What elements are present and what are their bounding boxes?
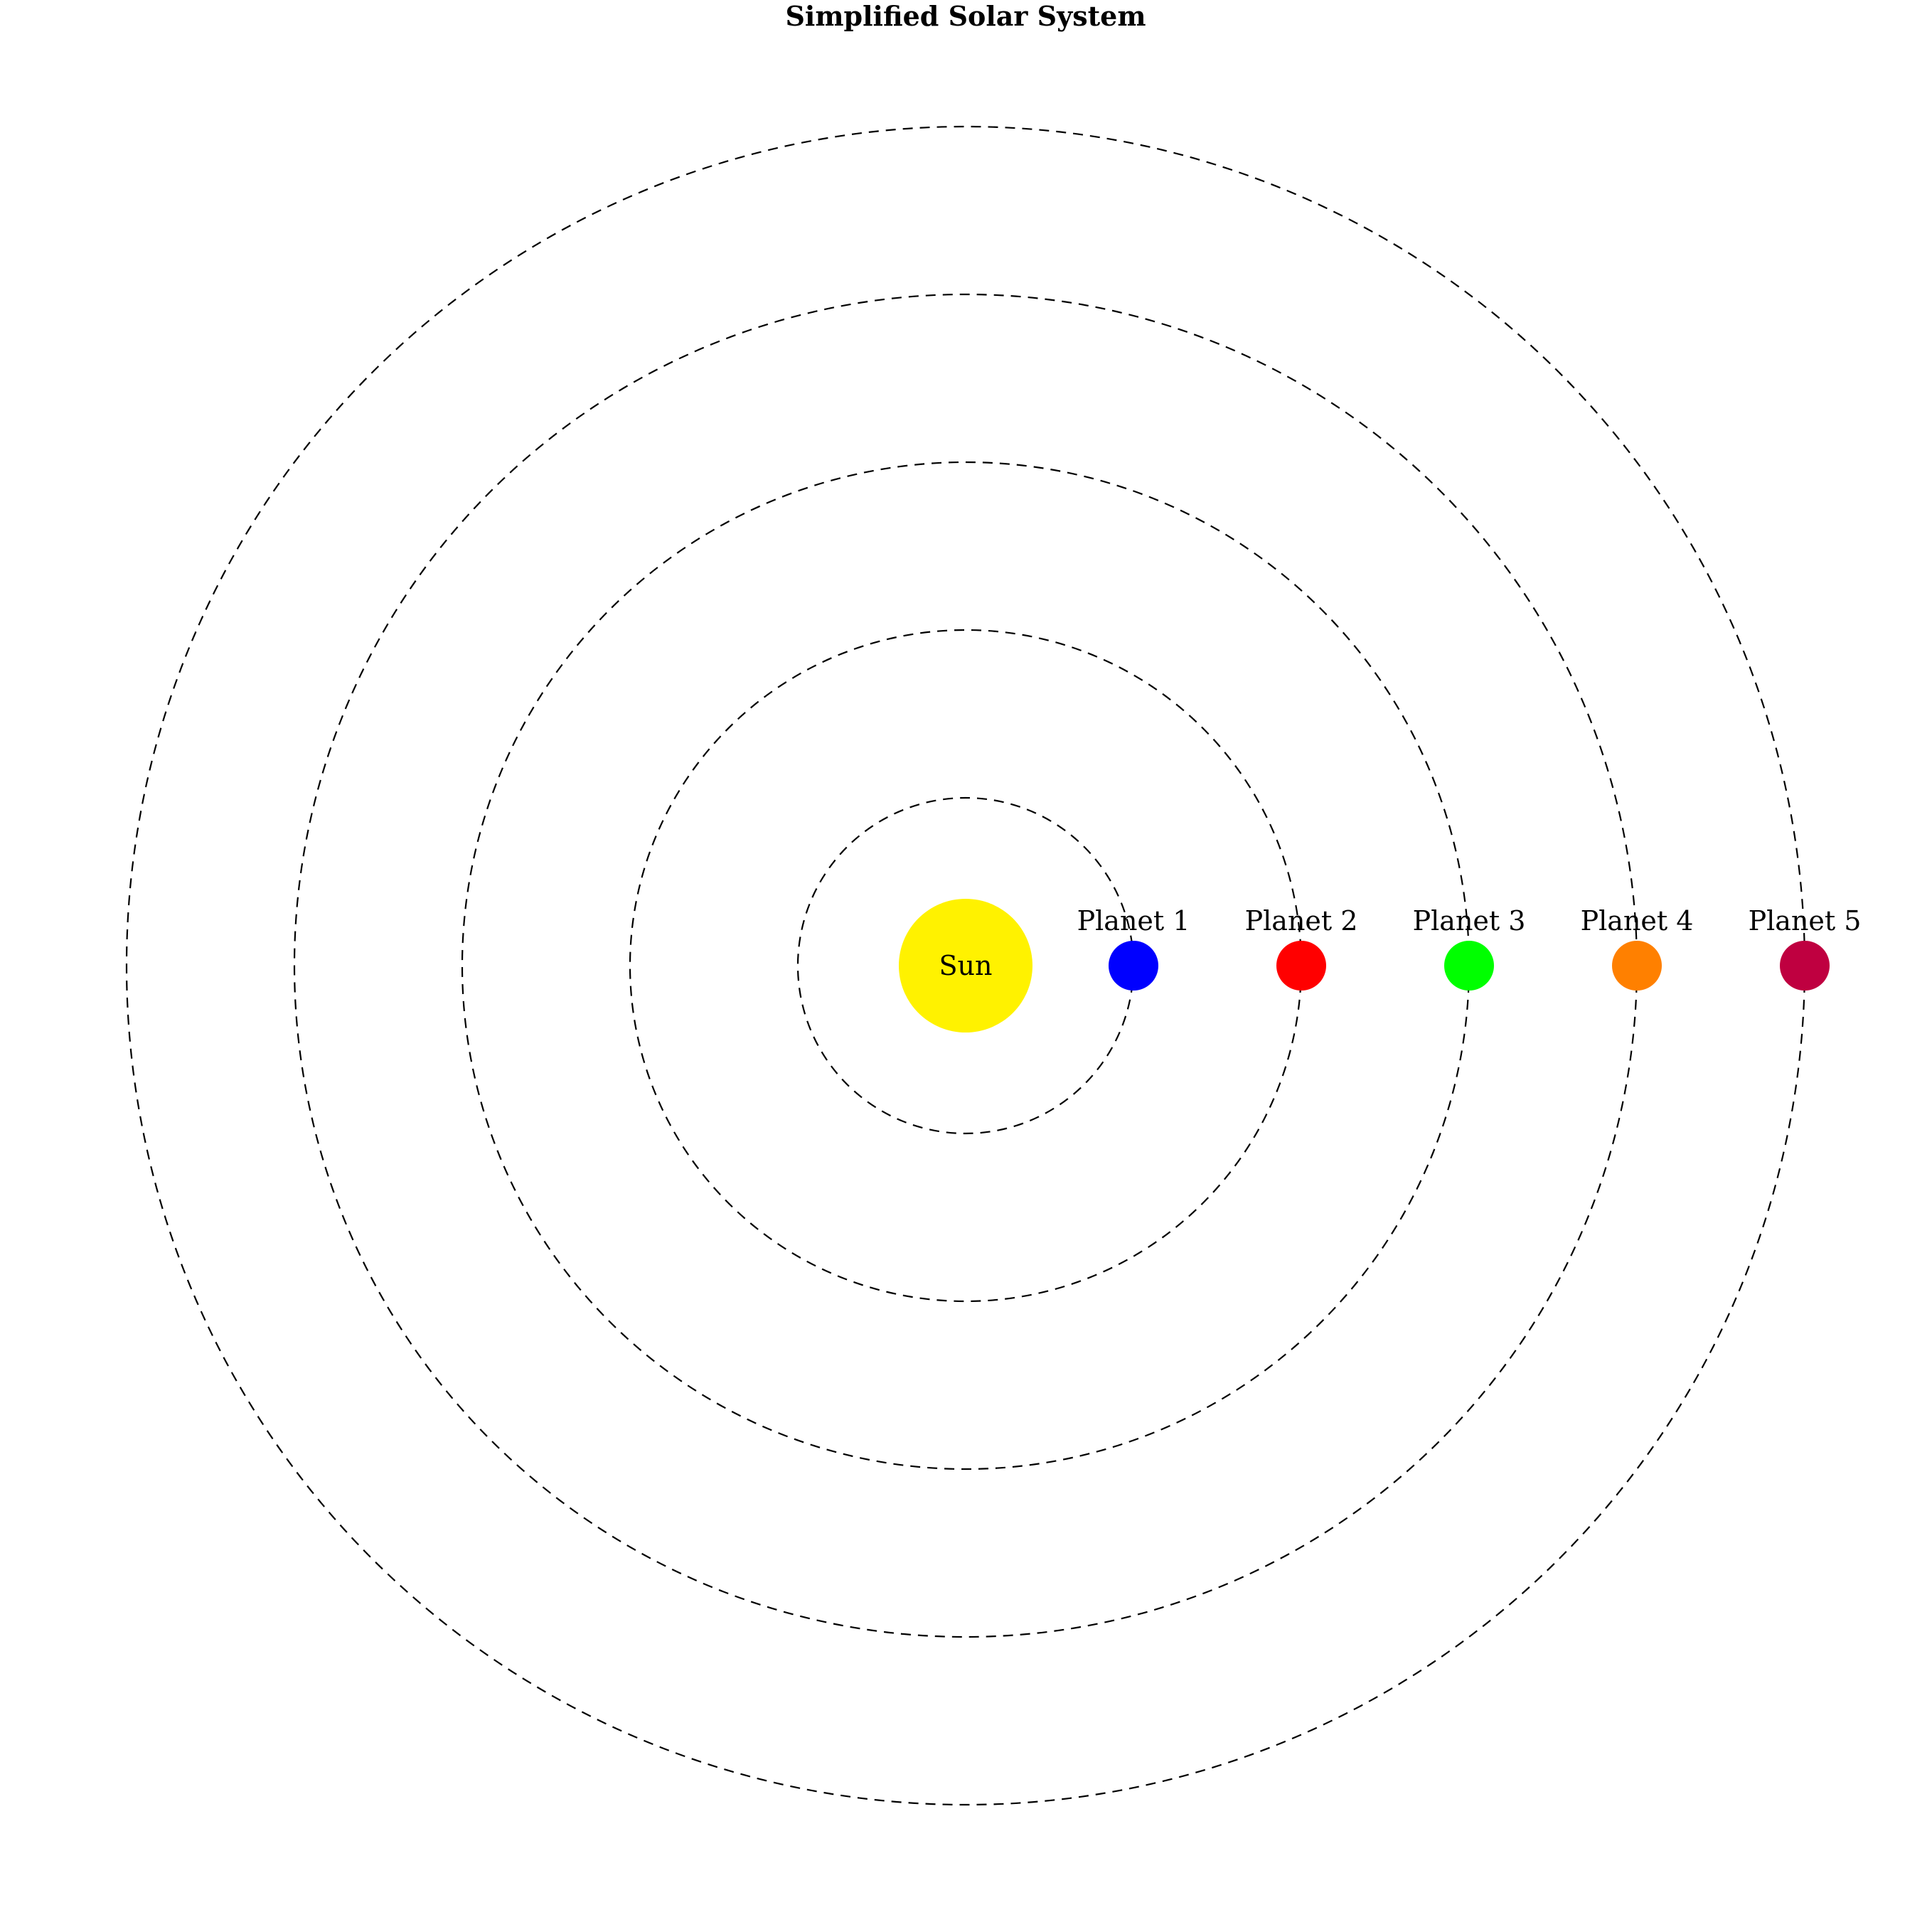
planet-1: Planet 1 <box>1077 905 1190 991</box>
planet-5: Planet 5 <box>1749 905 1862 991</box>
planet-4: Planet 4 <box>1581 905 1694 991</box>
sun-circle <box>899 899 1032 1032</box>
planet-1-label: Planet 1 <box>1077 905 1190 936</box>
planet-2: Planet 2 <box>1245 905 1358 991</box>
planet-3-label: Planet 3 <box>1413 905 1526 936</box>
planet-5-body <box>1780 941 1830 991</box>
planet-2-label: Planet 2 <box>1245 905 1358 936</box>
diagram-title: Simplified Solar System <box>785 0 1146 32</box>
planet-5-label: Planet 5 <box>1749 905 1862 936</box>
planet-2-body <box>1276 941 1326 991</box>
sun: Sun <box>899 899 1032 1032</box>
planet-1-body <box>1109 941 1158 991</box>
sun-label: Sun <box>939 950 993 981</box>
planet-4-label: Planet 4 <box>1581 905 1694 936</box>
planet-4-body <box>1612 941 1662 991</box>
planet-3: Planet 3 <box>1413 905 1526 991</box>
planet-3-body <box>1444 941 1494 991</box>
